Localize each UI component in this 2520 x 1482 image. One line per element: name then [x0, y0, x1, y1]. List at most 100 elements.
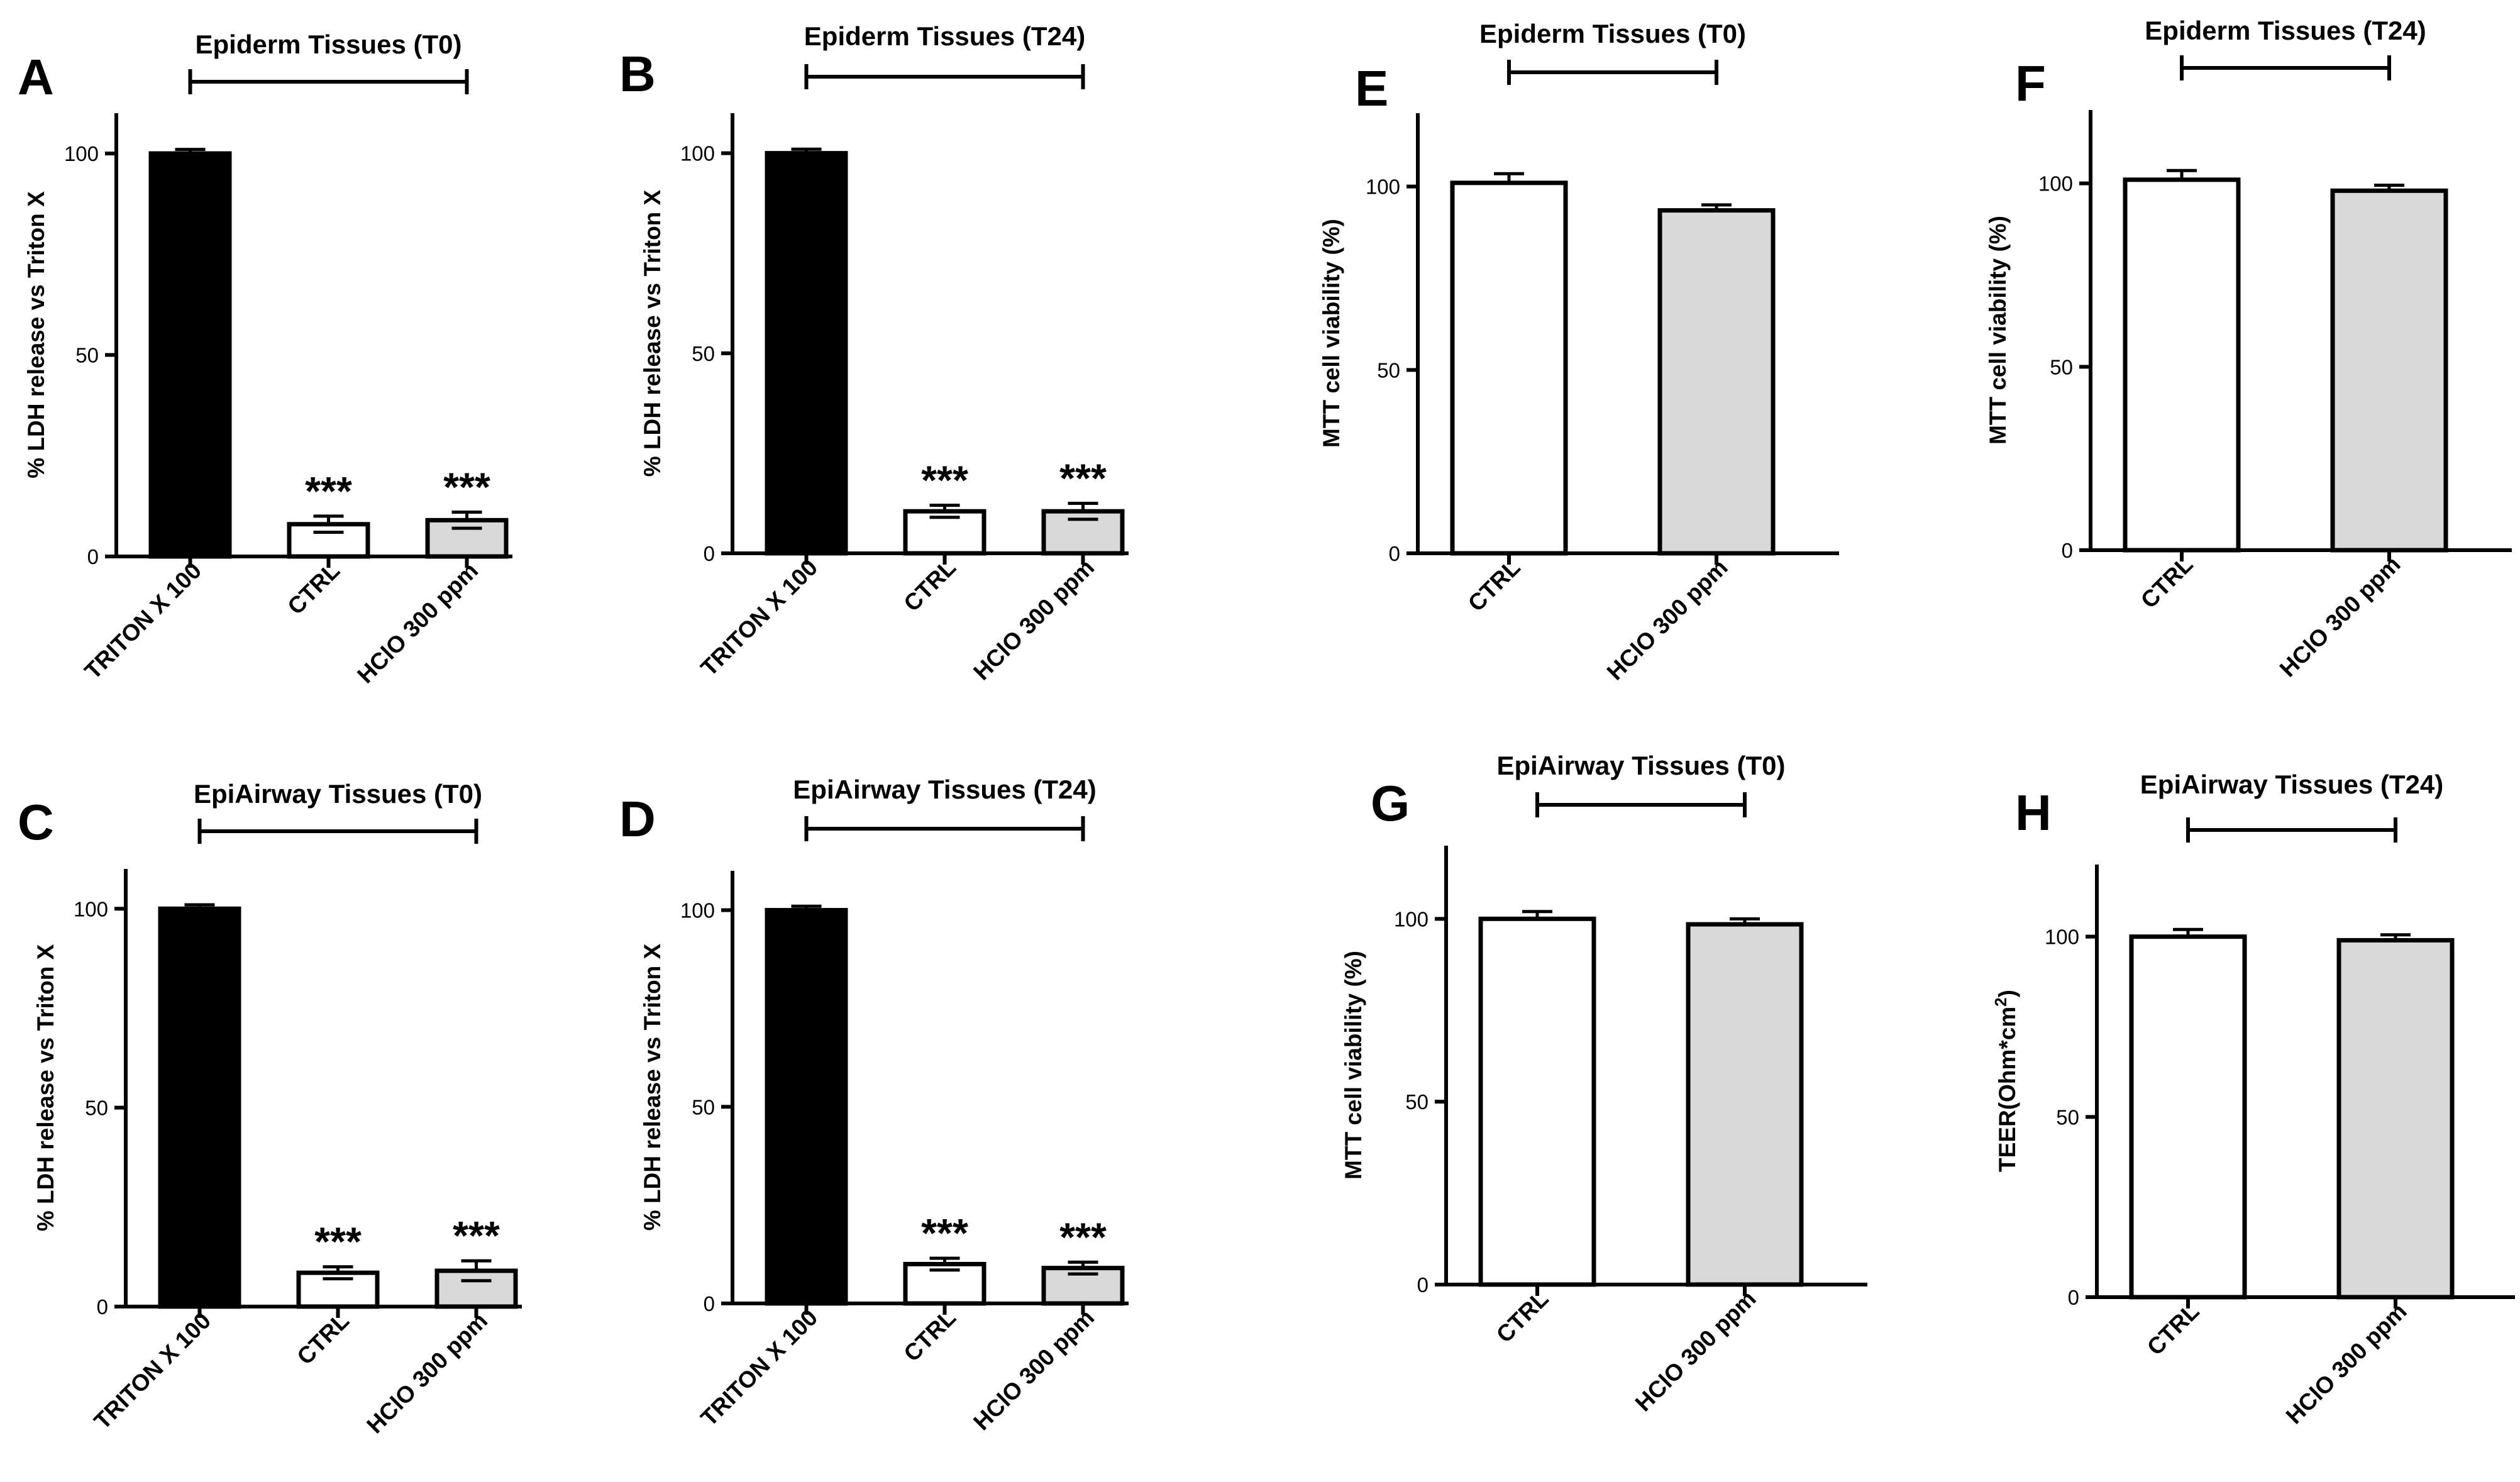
category-label: HClO 300 ppm — [968, 555, 1099, 685]
panel-d: D 0 50 100 % LDH release vs Triton X TRITON X… — [619, 775, 1129, 1435]
panel-e: E 0 50 100 MTT cell viability (%) CTRL HClO 30… — [1318, 19, 1839, 685]
y-tick-label: 100 — [2045, 926, 2079, 949]
category-label: HClO 300 ppm — [1630, 1286, 1761, 1417]
y-tick-label: 0 — [2062, 539, 2073, 562]
panel-letter: C — [18, 794, 54, 850]
y-axis-label: % LDH release vs Triton X — [639, 943, 665, 1230]
bar-1 — [2336, 937, 2455, 1300]
significance-marker: *** — [1059, 455, 1107, 500]
panel-letter: D — [619, 791, 656, 847]
y-tick-label: 0 — [1417, 1273, 1429, 1297]
panel-title: EpiAirway Tissues (T0) — [194, 779, 482, 809]
significance-marker: *** — [314, 1219, 362, 1264]
category-label: CTRL — [898, 1305, 961, 1367]
comparison-bracket — [2180, 55, 2391, 80]
y-axis-label: % LDH release vs Triton X — [23, 191, 49, 478]
y-tick-label: 0 — [87, 545, 99, 568]
y-axis-label: % LDH release vs Triton X — [639, 189, 665, 477]
category-label: HClO 300 ppm — [352, 558, 483, 688]
panel-letter: H — [2015, 785, 2052, 841]
y-axis-label-text: % LDH release vs Triton X — [33, 944, 58, 1231]
y-axis-label: MTT cell viability (%) — [1318, 219, 1344, 448]
comparison-bracket — [2186, 817, 2397, 843]
bar-2 — [425, 517, 509, 559]
bar-0 — [158, 906, 241, 1309]
y-tick-label: 50 — [692, 342, 715, 365]
significance-marker: *** — [1059, 1214, 1107, 1259]
bar-1 — [2330, 188, 2448, 553]
y-axis-label-tail: ) — [1994, 990, 2020, 997]
category-label: TRITON X 100 — [696, 555, 823, 682]
y-axis-label: TEER(Ohm*cm2) — [1991, 990, 2020, 1172]
panel-f: F 0 50 100 MTT cell viability (%) CTRL HClO 30… — [1985, 16, 2512, 682]
panel-letter: G — [1371, 775, 1410, 831]
comparison-bracket — [804, 816, 1085, 841]
y-tick-label: 100 — [680, 142, 715, 165]
category-label: CTRL — [1463, 555, 1525, 617]
panel-g: G 0 50 100 MTT cell viability (%) CTRL HClO 30… — [1340, 751, 1867, 1416]
category-label: CTRL — [2142, 1298, 2204, 1361]
category-label: TRITON X 100 — [89, 1308, 216, 1435]
y-axis-label-text: % LDH release vs Triton X — [639, 189, 665, 477]
significance-marker: *** — [305, 468, 352, 514]
y-tick-label: 0 — [704, 542, 715, 565]
panel-title: Epiderm Tissues (T24) — [2145, 16, 2426, 45]
y-tick-label: 50 — [85, 1097, 108, 1120]
panel-title: Epiderm Tissues (T0) — [1479, 19, 1746, 48]
y-tick-label: 100 — [680, 899, 715, 922]
panel-title: EpiAirway Tissues (T24) — [793, 775, 1096, 804]
y-axis-label-text: MTT cell viability (%) — [1318, 219, 1344, 448]
y-axis-label-text: MTT cell viability (%) — [1340, 951, 1366, 1180]
significance-marker: *** — [453, 1213, 500, 1258]
significance-marker: *** — [921, 458, 968, 503]
significance-marker: *** — [443, 465, 490, 510]
panel-letter: B — [619, 46, 656, 102]
bar-2 — [434, 1268, 518, 1309]
bar-0 — [2123, 177, 2241, 553]
category-label: CTRL — [292, 1308, 354, 1370]
bar-1 — [1657, 208, 1776, 556]
comparison-bracket — [1507, 60, 1718, 85]
y-tick-label: 0 — [97, 1295, 108, 1319]
y-axis-label-superscript: 2 — [1991, 997, 2010, 1006]
category-label: HClO 300 ppm — [2275, 551, 2406, 682]
y-tick-label: 100 — [1394, 907, 1429, 931]
bar-0 — [765, 908, 848, 1306]
category-label: CTRL — [1491, 1286, 1554, 1348]
category-label: CTRL — [282, 558, 345, 620]
category-label: CTRL — [898, 555, 961, 617]
bar-0 — [1450, 180, 1568, 556]
y-axis-label-text: % LDH release vs Triton X — [23, 191, 49, 478]
y-tick-label: 100 — [64, 142, 99, 165]
panel-letter: A — [18, 49, 54, 105]
y-tick-label: 0 — [1389, 542, 1400, 565]
bar-0 — [765, 151, 848, 556]
category-label: HClO 300 ppm — [968, 1305, 1099, 1435]
y-tick-label: 50 — [2050, 355, 2073, 379]
y-tick-label: 50 — [1377, 358, 1400, 382]
significance-marker: *** — [921, 1210, 968, 1256]
panel-title: EpiAirway Tissues (T24) — [2140, 770, 2443, 799]
panel-c: C 0 50 100 % LDH release vs Triton X TRITON X… — [18, 779, 522, 1438]
y-axis-label-text: TEER(Ohm*cm — [1994, 1007, 2020, 1172]
y-tick-label: 50 — [692, 1095, 715, 1119]
category-label: CTRL — [2136, 551, 2198, 614]
y-tick-label: 50 — [2056, 1105, 2079, 1129]
y-tick-label: 50 — [1405, 1090, 1429, 1114]
comparison-bracket — [1535, 792, 1747, 817]
bar-1 — [1686, 922, 1804, 1287]
category-label: HClO 300 ppm — [362, 1308, 492, 1439]
y-tick-label: 100 — [2038, 172, 2073, 196]
comparison-bracket — [804, 64, 1085, 89]
panel-letter: E — [1355, 60, 1388, 116]
bar-0 — [148, 151, 232, 559]
category-label: HClO 300 ppm — [1602, 555, 1733, 685]
bar-2 — [1041, 509, 1125, 556]
y-tick-label: 0 — [2068, 1286, 2079, 1309]
y-axis-label-text: % LDH release vs Triton X — [639, 943, 665, 1230]
y-axis-label: MTT cell viability (%) — [1340, 951, 1366, 1180]
panel-b: B 0 50 100 % LDH release vs Triton X TRITON X… — [619, 21, 1129, 685]
panel-h: H 0 50 100 TEER(Ohm*cm2) CTRL HClO 300 ppm EpiA… — [1991, 770, 2515, 1429]
comparison-bracket — [188, 69, 469, 94]
